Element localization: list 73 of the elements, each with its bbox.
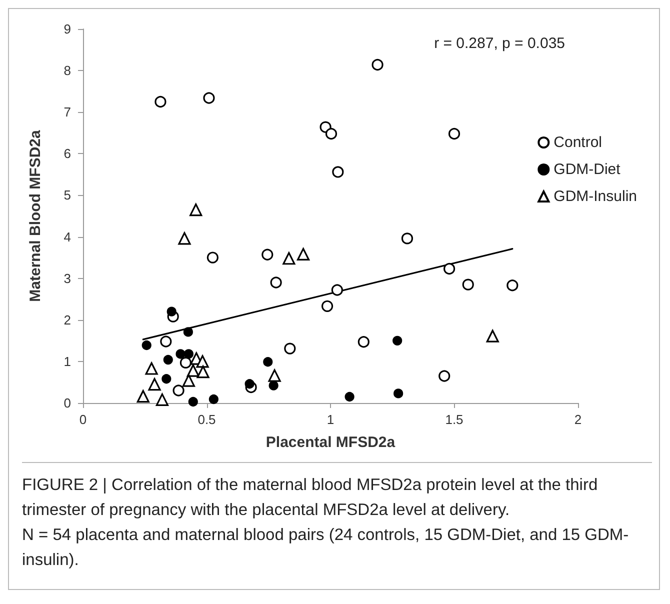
y-tick-label: 1: [64, 354, 71, 369]
point: [268, 369, 281, 382]
point: [392, 336, 402, 346]
y-axis-title: Maternal Blood MFSD2a: [27, 130, 44, 302]
point: [270, 276, 282, 288]
legend-label: Control: [554, 134, 602, 151]
annotation: r = 0.287, p = 0.035: [434, 35, 565, 52]
point: [438, 370, 450, 382]
point: [188, 396, 198, 407]
x-axis-title: Placental MFSD2a: [266, 434, 396, 451]
y-tick-label: 3: [64, 270, 71, 286]
point: [145, 362, 158, 375]
point: [163, 354, 173, 365]
point: [183, 327, 193, 337]
legend-label: GDM-Diet: [554, 161, 622, 178]
point: [166, 306, 176, 316]
point: [186, 364, 200, 377]
x-tick-label: 0.5: [198, 412, 216, 427]
point: [244, 379, 254, 389]
point: [263, 357, 273, 367]
point: [296, 248, 310, 261]
point: [332, 166, 344, 178]
point: [444, 262, 456, 275]
y-tick-label: 5: [64, 188, 71, 203]
point: [372, 58, 384, 71]
point: [190, 203, 202, 216]
point: [448, 128, 460, 140]
y-tick-label: 2: [64, 312, 71, 328]
point: [344, 392, 354, 402]
legend-label: GDM-Insulin: [554, 188, 638, 205]
y-tick-label: 6: [64, 146, 71, 162]
point: [203, 92, 215, 104]
point: [321, 300, 334, 312]
point: [160, 336, 172, 348]
point: [325, 128, 338, 140]
y-tick-label: 0: [64, 396, 71, 410]
point: [136, 390, 150, 403]
point: [206, 252, 218, 264]
point: [184, 349, 194, 359]
y-tick-label: 4: [64, 229, 71, 244]
point: [156, 393, 168, 406]
point: [208, 394, 218, 404]
point: [268, 380, 278, 390]
caption: FIGURE 2 | Correlation of the maternal blood MFSD2a protein level at the third trimester of pregnancy with the placental MFSD2a level at delivery.: [22, 475, 599, 521]
point: [154, 96, 166, 108]
point: [358, 336, 370, 348]
point: [182, 374, 195, 387]
y-tick-label: 7: [64, 104, 71, 120]
point: [196, 355, 209, 368]
point: [180, 356, 192, 368]
point: [462, 278, 474, 290]
point: [284, 342, 296, 354]
point: [178, 232, 191, 245]
x-tick-label: 1.5: [445, 412, 464, 427]
point: [172, 384, 184, 396]
point: [331, 284, 343, 296]
point: [148, 378, 161, 391]
point: [394, 388, 404, 398]
point: [486, 330, 499, 342]
point: [282, 252, 296, 265]
point: [506, 280, 518, 292]
y-tick-label: 8: [64, 63, 71, 78]
y-tick-label: 9: [64, 22, 71, 36]
point: [196, 366, 210, 378]
point: [162, 374, 172, 384]
point: [176, 349, 186, 359]
point: [142, 340, 152, 350]
point: [401, 232, 414, 244]
text: N = 54 placenta and maternal blood pairs (24 controls, 15 GDM-Diet, and 15 GDM-insulin).: [22, 525, 630, 571]
x-tick-label: 1: [326, 412, 334, 427]
point: [262, 248, 274, 260]
x-tick-label: 0: [79, 412, 87, 427]
x-tick-label: 2: [574, 412, 582, 427]
